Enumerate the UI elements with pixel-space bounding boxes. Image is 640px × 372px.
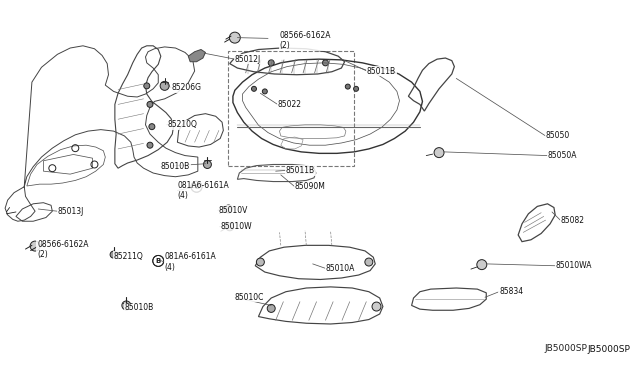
Text: 85010V: 85010V [218,206,248,215]
Circle shape [257,258,264,266]
Text: 85834: 85834 [499,287,523,296]
Circle shape [229,32,241,43]
Circle shape [110,251,117,258]
Circle shape [323,60,328,66]
Text: 081A6-6161A
(4): 081A6-6161A (4) [177,181,229,200]
Text: 08566-6162A
(2): 08566-6162A (2) [280,31,331,50]
Circle shape [262,89,268,94]
Circle shape [477,260,487,270]
Circle shape [160,81,169,90]
Text: 85013J: 85013J [58,207,84,216]
Text: 85010W: 85010W [220,222,252,231]
Text: 85010C: 85010C [235,293,264,302]
Text: B: B [194,184,199,190]
Circle shape [252,86,257,91]
Text: JB5000SP: JB5000SP [544,344,587,353]
Circle shape [372,302,381,311]
Text: 85206G: 85206G [171,83,201,92]
Text: 85010A: 85010A [326,264,355,273]
Text: 08566-6162A
(2): 08566-6162A (2) [37,240,88,260]
Circle shape [144,83,150,89]
Circle shape [365,258,373,266]
Circle shape [226,223,234,231]
Circle shape [353,86,358,91]
Text: JB5000SP: JB5000SP [587,346,630,355]
Text: 85011B: 85011B [286,166,315,175]
Text: 85210Q: 85210Q [167,120,197,129]
Text: 85011B: 85011B [367,67,396,76]
Text: 85050A: 85050A [548,151,577,160]
Text: 85010B: 85010B [161,162,190,171]
Bar [228,51,354,166]
Circle shape [268,304,275,312]
Text: 85082: 85082 [560,216,584,225]
Text: 85010WA: 85010WA [555,261,592,270]
Text: 85010B: 85010B [124,303,154,312]
Circle shape [147,102,153,108]
Polygon shape [188,49,205,62]
Circle shape [191,181,202,192]
Circle shape [434,148,444,158]
Circle shape [147,142,153,148]
Circle shape [225,205,232,213]
Circle shape [346,84,350,89]
Circle shape [153,256,164,266]
Circle shape [122,301,131,310]
Text: 081A6-6161A
(4): 081A6-6161A (4) [164,252,216,272]
Text: 85022: 85022 [278,100,301,109]
Circle shape [149,124,155,130]
Circle shape [30,241,40,251]
Text: 85090M: 85090M [295,182,326,191]
Text: 85211Q: 85211Q [113,252,143,261]
Text: B: B [156,258,161,264]
Text: 85012J: 85012J [235,55,261,64]
Text: 85050: 85050 [546,131,570,140]
Circle shape [268,60,274,66]
Circle shape [204,160,211,169]
